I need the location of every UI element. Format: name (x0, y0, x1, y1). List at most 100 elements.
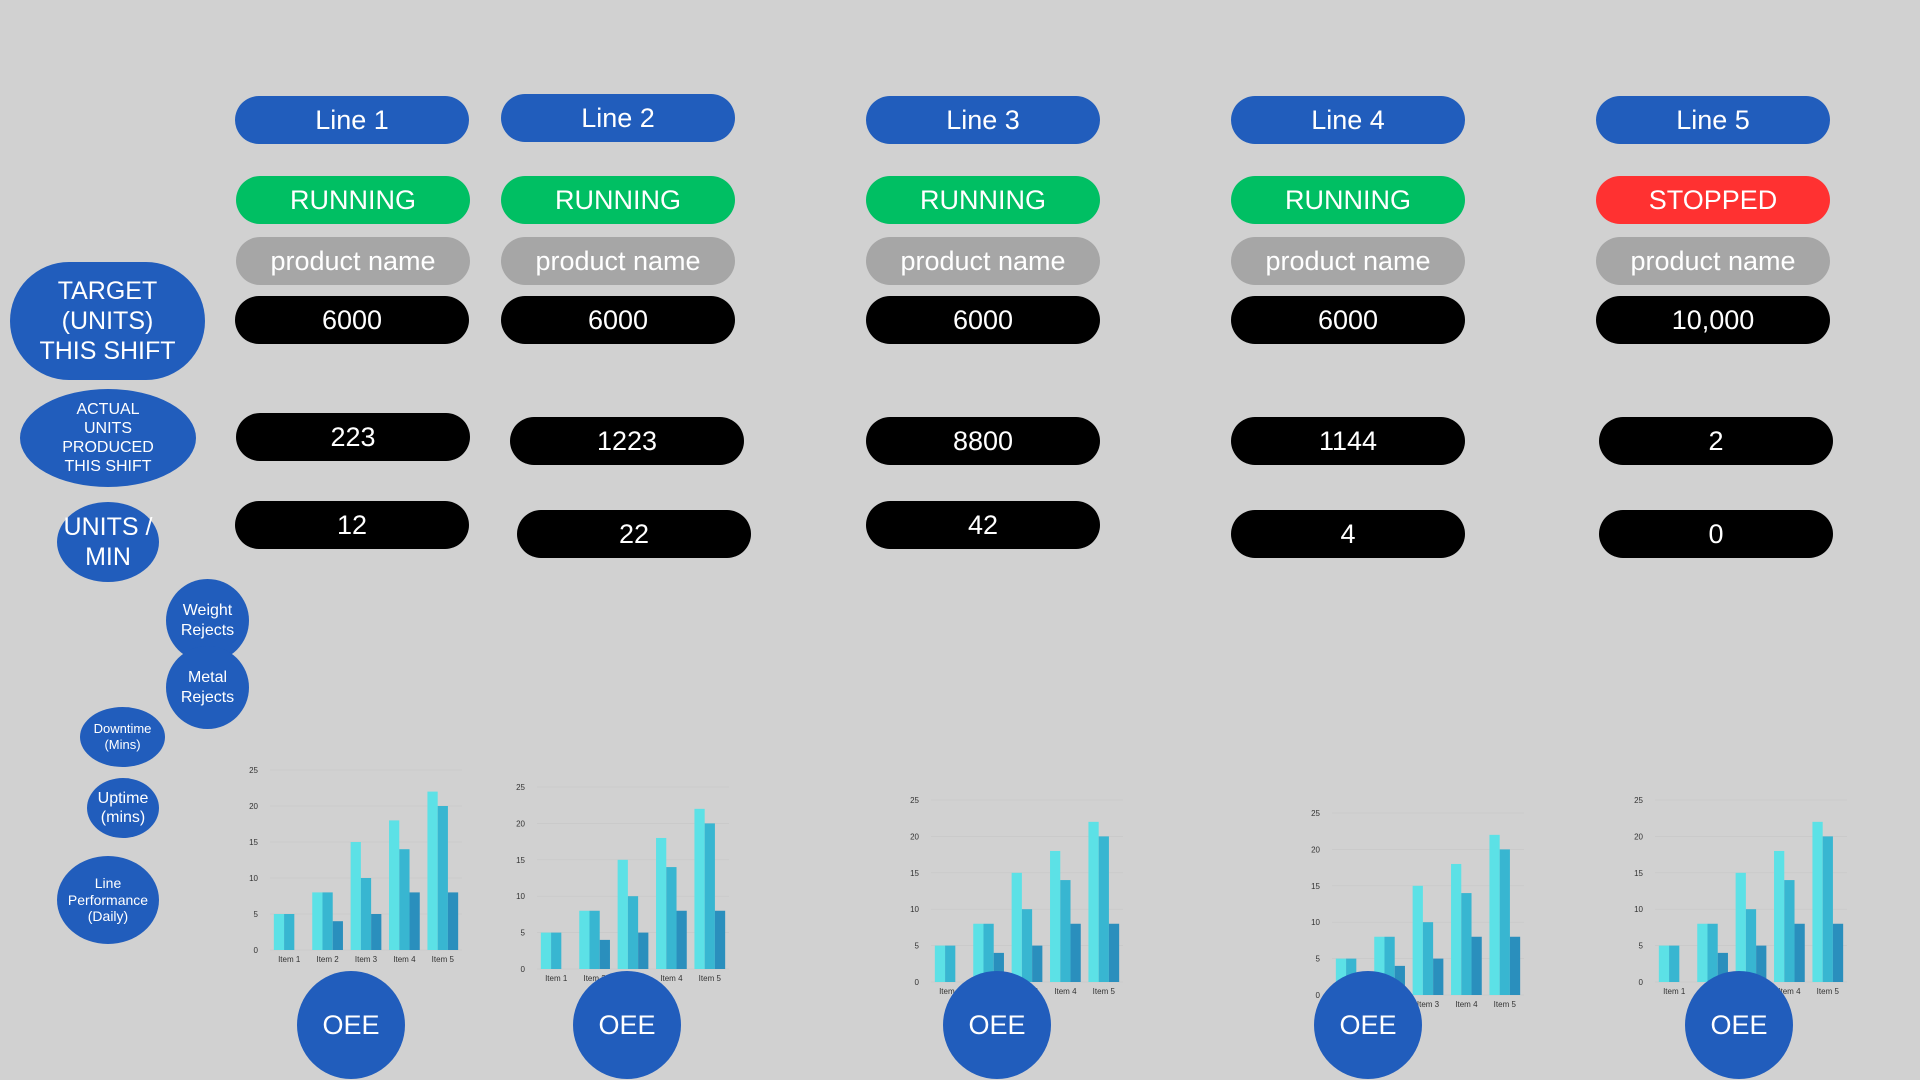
bar (1088, 821, 1099, 982)
y-tick-label: 10 (249, 874, 258, 883)
line-5-status-badge: STOPPED (1596, 176, 1830, 224)
x-tick-label: Item 1 (278, 955, 301, 964)
bar (638, 932, 649, 969)
bar (350, 842, 361, 950)
bar (589, 910, 600, 969)
y-tick-label: 20 (249, 802, 258, 811)
line-1-target-value: 6000 (235, 296, 469, 344)
metal-rejects-label: Metal Rejects (166, 646, 249, 729)
line-2-actual-value: 1223 (510, 417, 744, 465)
line-4-status-badge: RUNNING (1231, 176, 1465, 224)
bar (993, 952, 1004, 982)
bar (1108, 923, 1120, 982)
bar (599, 939, 610, 969)
y-tick-label: 10 (1634, 905, 1643, 914)
line-2-status-badge: RUNNING (501, 176, 735, 224)
line-3-actual-value: 8800 (866, 417, 1100, 465)
bar (934, 945, 946, 982)
line-2-header: Line 2 (501, 94, 735, 142)
y-tick-label: 5 (254, 910, 259, 919)
bar (1832, 923, 1844, 982)
bar (1669, 945, 1680, 982)
line-3-product-name: product name (866, 237, 1100, 285)
y-tick-label: 0 (254, 946, 259, 955)
bar (1374, 936, 1385, 995)
bar (579, 910, 590, 969)
y-tick-label: 25 (1311, 809, 1320, 818)
bar (312, 892, 323, 950)
line-4-product-name: product name (1231, 237, 1465, 285)
line-performance-label: Line Performance (Daily) (57, 856, 159, 944)
y-tick-label: 20 (910, 832, 919, 841)
bar (1451, 863, 1462, 995)
y-tick-label: 20 (516, 819, 525, 828)
y-tick-label: 15 (249, 838, 258, 847)
line-1-units-per-min-value: 12 (235, 501, 469, 549)
x-tick-label: Item 2 (583, 974, 606, 983)
bar (945, 945, 956, 982)
line-5-oee-button[interactable]: OEE (1685, 971, 1793, 1079)
line-1-status-badge: RUNNING (236, 176, 470, 224)
line-1-oee-button[interactable]: OEE (297, 971, 405, 1079)
x-tick-label: Item 3 (355, 955, 378, 964)
bar (1021, 909, 1033, 982)
bar (1060, 880, 1071, 982)
uptime-label: Uptime (mins) (87, 778, 159, 838)
bar (1735, 872, 1746, 982)
bar (1011, 872, 1022, 982)
y-tick-label: 20 (1634, 832, 1643, 841)
bar (1412, 885, 1423, 995)
weight-rejects-label-text: Weight Rejects (180, 602, 235, 639)
bar (540, 932, 552, 969)
line-2-target-value: 6000 (501, 296, 735, 344)
y-tick-label: 0 (521, 965, 526, 974)
line-5-actual-value: 2 (1599, 417, 1833, 465)
line-3-units-per-min-value: 42 (866, 501, 1100, 549)
bar (1784, 880, 1795, 982)
actual-label: ACTUAL UNITS PRODUCED THIS SHIFT (20, 389, 196, 487)
bar (322, 892, 333, 950)
line-3-oee-button[interactable]: OEE (943, 971, 1051, 1079)
bar (1032, 945, 1043, 982)
x-tick-label: Item 5 (1817, 987, 1840, 996)
y-tick-label: 10 (1311, 918, 1320, 927)
bar (617, 859, 628, 969)
y-tick-label: 15 (1634, 869, 1643, 878)
x-tick-label: Item 5 (1093, 987, 1116, 996)
y-tick-label: 25 (1634, 796, 1643, 805)
line-4-oee-button[interactable]: OEE (1314, 971, 1422, 1079)
line-1-header: Line 1 (235, 96, 469, 144)
y-tick-label: 25 (910, 796, 919, 805)
bar (1509, 936, 1521, 995)
y-tick-label: 20 (1311, 845, 1320, 854)
bar (1658, 945, 1670, 982)
line-4-header: Line 4 (1231, 96, 1465, 144)
y-tick-label: 25 (516, 783, 525, 792)
line-4-target-value: 6000 (1231, 296, 1465, 344)
line-2-oee-button[interactable]: OEE (573, 971, 681, 1079)
x-tick-label: Item 1 (545, 974, 568, 983)
y-tick-label: 5 (1316, 955, 1321, 964)
bar (1070, 923, 1081, 982)
bar (409, 892, 420, 950)
y-tick-label: 0 (1639, 978, 1644, 987)
y-tick-label: 5 (915, 942, 920, 951)
bar (273, 914, 285, 950)
bar (1697, 923, 1708, 982)
bar (983, 923, 994, 982)
bar (1433, 958, 1444, 995)
line-4-units-per-min-value: 4 (1231, 510, 1465, 558)
bar (1774, 850, 1785, 982)
bar (627, 896, 639, 969)
bar (1756, 945, 1767, 982)
bar (389, 820, 400, 950)
x-tick-label: Item 4 (393, 955, 416, 964)
y-tick-label: 10 (516, 892, 525, 901)
actual-label-text: ACTUAL UNITS PRODUCED THIS SHIFT (62, 400, 154, 476)
bar (332, 921, 343, 950)
metal-rejects-label-text: Metal Rejects (180, 669, 235, 706)
bar (1384, 936, 1395, 995)
x-tick-label: Item 4 (1455, 1000, 1478, 1009)
line-1-product-name: product name (236, 237, 470, 285)
y-tick-label: 15 (1311, 882, 1320, 891)
